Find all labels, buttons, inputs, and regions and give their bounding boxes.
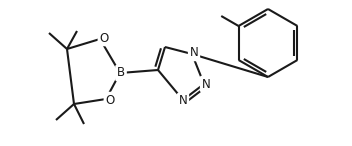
- Text: N: N: [178, 94, 187, 107]
- Text: N: N: [202, 78, 210, 91]
- Text: N: N: [190, 46, 199, 60]
- Text: O: O: [99, 32, 109, 45]
- Text: O: O: [105, 93, 115, 106]
- Text: B: B: [117, 66, 125, 80]
